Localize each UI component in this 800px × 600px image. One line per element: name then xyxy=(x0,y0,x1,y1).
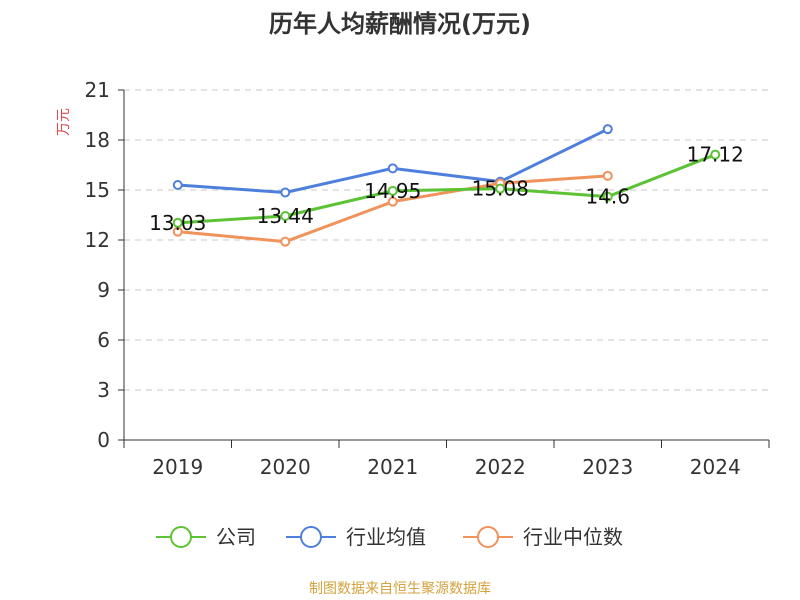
data-point xyxy=(172,180,183,190)
x-tick-label: 2020 xyxy=(260,455,311,479)
source-note: 制图数据来自恒生聚源数据库 xyxy=(309,581,491,597)
data-point xyxy=(387,185,398,196)
data-label: 13.03 xyxy=(149,211,206,235)
chart-title: 历年人均薪酬情况(万元) xyxy=(269,10,531,38)
y-tick-label: 15 xyxy=(85,178,110,202)
x-tick-label: 2021 xyxy=(367,455,418,479)
y-tick-label: 3 xyxy=(97,378,110,402)
data-label: 14.6 xyxy=(585,185,630,209)
y-tick-label: 21 xyxy=(85,78,110,102)
data-label: 14.95 xyxy=(364,179,421,203)
x-tick-label: 2024 xyxy=(690,455,741,479)
data-point xyxy=(602,124,613,135)
y-tick-label: 18 xyxy=(85,128,110,152)
data-label: 13.44 xyxy=(257,204,314,228)
data-point xyxy=(602,170,613,181)
data-point xyxy=(280,187,291,198)
y-tick-label: 9 xyxy=(97,278,110,302)
data-point xyxy=(172,217,183,228)
data-point xyxy=(280,211,291,221)
y-tick-label: 12 xyxy=(85,228,110,252)
data-point xyxy=(387,196,398,207)
legend-swatch-marker xyxy=(477,526,499,548)
x-tick-label: 2022 xyxy=(475,455,526,479)
legend-swatch-marker xyxy=(300,526,322,548)
x-tick-label: 2023 xyxy=(582,455,633,479)
series-line xyxy=(177,153,716,225)
y-tick-label: 6 xyxy=(97,328,110,352)
data-point xyxy=(710,149,721,160)
x-tick-label: 2019 xyxy=(152,455,203,479)
data-label: 17.12 xyxy=(687,143,744,167)
y-tick-label: 0 xyxy=(97,428,110,452)
legend-label: 行业均值 xyxy=(346,525,426,549)
data-point xyxy=(280,236,291,247)
data-point xyxy=(495,183,506,194)
data-point xyxy=(602,191,613,202)
legend-swatch-marker xyxy=(170,526,192,548)
y-axis-label: 万元 xyxy=(56,108,72,136)
data-label: 15.08 xyxy=(472,177,529,201)
data-point xyxy=(387,163,398,174)
legend-label: 公司 xyxy=(216,525,256,549)
legend-label: 行业中位数 xyxy=(523,525,623,549)
